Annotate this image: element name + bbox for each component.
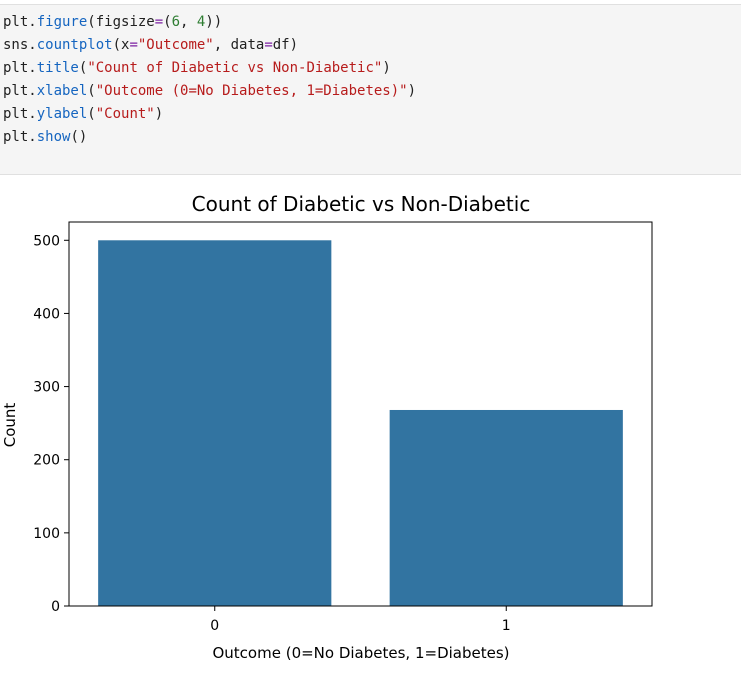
code-token: countplot (36, 37, 113, 53)
code-cell[interactable]: plt.figure(figsize=(6, 4)) sns.countplot(… (0, 4, 741, 175)
code-token: show (36, 129, 71, 145)
code-token: ( (87, 83, 96, 99)
code-token: figure (36, 14, 88, 30)
code-token: df) (272, 37, 299, 53)
code-token: ( (163, 14, 172, 30)
countplot-chart: Count of Diabetic vs Non-Diabetic Count … (1, 192, 653, 662)
y-tick-label: 0 (51, 599, 60, 615)
code-token: "Count" (95, 106, 155, 122)
code-token: = (129, 37, 138, 53)
code-token: "Outcome" (137, 37, 214, 53)
code-token: "Outcome (0=No Diabetes, 1=Diabetes)" (95, 83, 408, 99)
code-token: title (36, 60, 79, 76)
code-token: = (154, 14, 164, 30)
code-line: plt.figure(figsize=(6, 4)) (3, 11, 222, 34)
bar-1 (389, 409, 623, 606)
code-token: () (70, 129, 88, 145)
y-tick-label: 500 (33, 233, 60, 249)
code-line: sns.countplot(x="Outcome", data=df) (3, 34, 298, 57)
chart-title: Count of Diabetic vs Non-Diabetic (192, 192, 531, 216)
code-token: ( (78, 60, 88, 76)
y-axis-label: Count (1, 403, 19, 448)
code-token: plt. (3, 14, 37, 30)
y-tick-label: 400 (33, 306, 60, 322)
code-token: plt. (3, 83, 37, 99)
code-token: "Count of Diabetic vs Non-Diabetic" (87, 60, 383, 76)
code-token: , data (213, 37, 265, 53)
code-token: ylabel (36, 106, 88, 122)
code-token: ) (154, 106, 164, 122)
code-token: 4 (196, 14, 206, 30)
code-token: 6 (171, 14, 181, 30)
code-token: = (264, 37, 273, 53)
code-line: plt.title("Count of Diabetic vs Non-Diab… (3, 57, 391, 80)
code-token: , (180, 14, 197, 30)
code-line: plt.xlabel("Outcome (0=No Diabetes, 1=Di… (3, 80, 416, 103)
y-tick-label: 100 (33, 526, 60, 542)
code-token: xlabel (36, 83, 88, 99)
y-tick-label: 200 (33, 453, 60, 469)
bar-0 (98, 240, 332, 606)
x-tick-label: 1 (502, 618, 511, 634)
code-token: ( (87, 106, 96, 122)
x-tick-label: 0 (210, 618, 219, 634)
code-token: ) (407, 83, 417, 99)
code-token: plt. (3, 106, 37, 122)
code-token: )) (205, 14, 223, 30)
y-tick-label: 300 (33, 380, 60, 396)
code-token: plt. (3, 60, 37, 76)
code-token: (x (112, 37, 130, 53)
axes-frame (68, 221, 653, 607)
code-token: (figsize (87, 14, 155, 30)
plot-area: 0 100 200 300 400 500 0 1 (33, 221, 653, 634)
x-axis-label: Outcome (0=No Diabetes, 1=Diabetes) (212, 644, 509, 662)
code-token: ) (382, 60, 391, 76)
code-line: plt.show() (3, 126, 87, 149)
code-token: plt. (3, 129, 37, 145)
code-token: sns. (3, 37, 37, 53)
code-line: plt.ylabel("Count") (3, 103, 163, 126)
